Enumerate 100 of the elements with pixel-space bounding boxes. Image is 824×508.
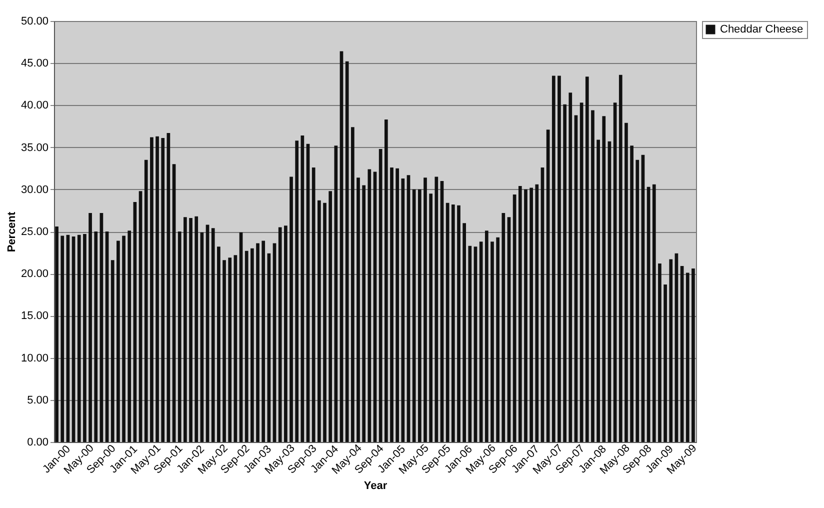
bar (596, 140, 600, 442)
bar (396, 168, 400, 442)
bar (591, 110, 594, 442)
bar (692, 268, 695, 442)
y-tick-label: 20.00 (20, 268, 48, 280)
bar (250, 248, 254, 442)
bar (267, 253, 271, 442)
bar (424, 178, 427, 442)
bar (446, 202, 450, 442)
bar (128, 230, 132, 442)
bar (574, 115, 578, 442)
bar (234, 255, 238, 442)
y-tick-label: 10.00 (20, 352, 48, 364)
bar (384, 120, 388, 442)
bar (546, 130, 550, 442)
bar (116, 240, 120, 442)
x-axis-title: Year (364, 480, 388, 492)
bar (507, 217, 511, 442)
bar (608, 141, 612, 442)
bar (300, 136, 304, 442)
bar (451, 204, 455, 442)
bar (368, 169, 372, 442)
bar (88, 212, 92, 442)
bar (602, 116, 606, 442)
bar (540, 168, 544, 442)
bar (350, 127, 354, 442)
bar (658, 263, 662, 442)
y-tick-label: 40.00 (20, 100, 48, 112)
bar (211, 228, 215, 442)
bar (552, 76, 556, 442)
bar (613, 102, 617, 442)
y-tick-label: 35.00 (20, 142, 48, 154)
bar (664, 284, 667, 442)
bar (462, 223, 466, 442)
bar (518, 186, 522, 442)
bar (184, 217, 187, 442)
bar (94, 232, 98, 442)
bar (122, 236, 126, 442)
y-tick-label: 0.00 (27, 436, 48, 448)
bar (457, 205, 460, 442)
bar (340, 51, 344, 442)
bar (290, 176, 293, 442)
bar (646, 186, 650, 442)
bar (468, 246, 472, 442)
bar (228, 258, 232, 442)
bar (440, 180, 444, 442)
bar (580, 102, 584, 442)
bar (217, 246, 220, 442)
bar (83, 234, 86, 442)
bar (669, 259, 673, 442)
bar (496, 237, 500, 442)
bar (133, 202, 137, 442)
bar (429, 194, 432, 442)
bar (652, 184, 656, 442)
bar (401, 178, 405, 442)
bar (150, 137, 154, 442)
bar (172, 164, 176, 442)
bar (278, 227, 282, 442)
bar (194, 216, 198, 442)
bar (356, 178, 360, 442)
bar (618, 74, 622, 442)
bar (244, 250, 248, 442)
bar (563, 104, 566, 442)
bar (674, 253, 678, 442)
bar (530, 188, 533, 442)
bar (535, 184, 539, 442)
bar (641, 154, 645, 442)
bar (138, 191, 142, 442)
bar (345, 61, 349, 442)
y-axis-title: Percent (6, 211, 18, 252)
bar (144, 160, 148, 442)
bar (178, 232, 182, 442)
bar (524, 189, 528, 442)
bar (378, 148, 382, 442)
bar (558, 76, 561, 442)
bar (222, 260, 226, 442)
bar (585, 76, 589, 442)
bar (284, 226, 288, 442)
y-tick-label: 5.00 (27, 394, 48, 406)
bar (328, 191, 332, 442)
bar (362, 185, 366, 442)
bar (189, 218, 192, 442)
bar (161, 138, 165, 442)
bar (110, 260, 114, 442)
y-tick-label: 25.00 (20, 226, 48, 238)
bar (166, 132, 170, 442)
y-tick-label: 50.00 (20, 16, 48, 28)
bar (295, 140, 299, 442)
bar (624, 122, 628, 442)
bar (60, 236, 64, 442)
bar (474, 246, 478, 442)
bar (502, 212, 506, 442)
bar (334, 146, 338, 442)
bar (77, 234, 81, 442)
bar (318, 200, 321, 442)
bar (630, 146, 634, 442)
bar (406, 175, 410, 442)
y-tick-label: 15.00 (20, 310, 48, 322)
bar (66, 234, 70, 442)
bar (156, 136, 159, 442)
